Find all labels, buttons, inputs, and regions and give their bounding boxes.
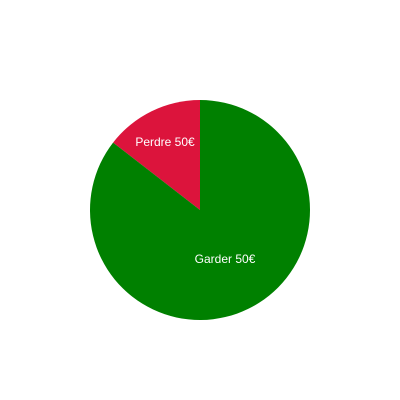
- pie-slice-label-1: Garder 50€: [195, 252, 256, 266]
- pie-slice-0: [113, 100, 200, 210]
- pie-labels: Perdre 50€ Garder 50€: [135, 135, 255, 266]
- pie-slices: [90, 99, 310, 320]
- pie-slice-1: [90, 99, 310, 320]
- pie-slice-label-0: Perdre 50€: [135, 135, 195, 149]
